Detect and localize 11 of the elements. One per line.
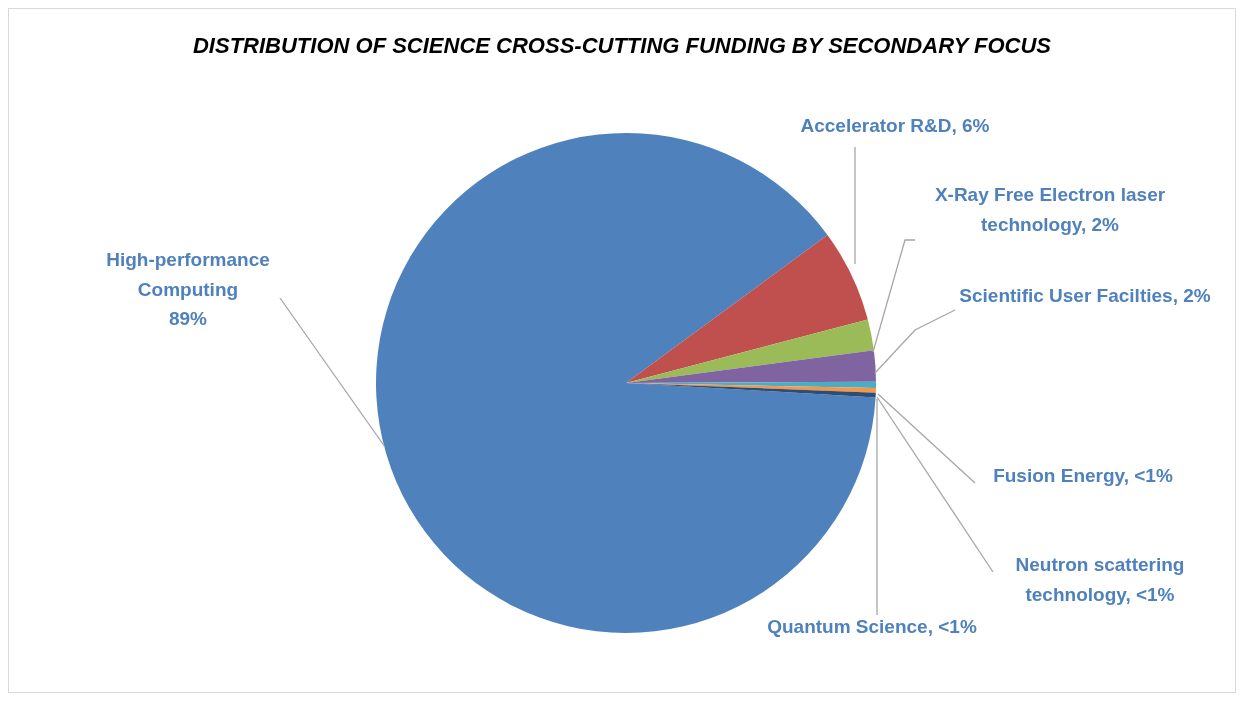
slice-label: High-performance Computing bbox=[106, 249, 270, 300]
slice-label: Quantum Science, <1% bbox=[767, 616, 977, 638]
slice-label: Fusion Energy, <1% bbox=[993, 465, 1173, 487]
chart-title: DISTRIBUTION OF SCIENCE CROSS-CUTTING FUNDING BY SECONDARY FOCUS bbox=[192, 32, 1052, 58]
pie-slice bbox=[626, 319, 874, 383]
pie-slice bbox=[626, 235, 868, 383]
slice-label: Accelerator R&D, 6% bbox=[800, 115, 990, 137]
slice-label: X-Ray Free Electron laser technology, 2% bbox=[934, 184, 1166, 235]
slice-label: Neutron scattering technology, <1% bbox=[1015, 554, 1185, 605]
data-label: 89% bbox=[168, 308, 208, 330]
slice-label: Scientific User Facilties, 2% bbox=[959, 285, 1211, 307]
